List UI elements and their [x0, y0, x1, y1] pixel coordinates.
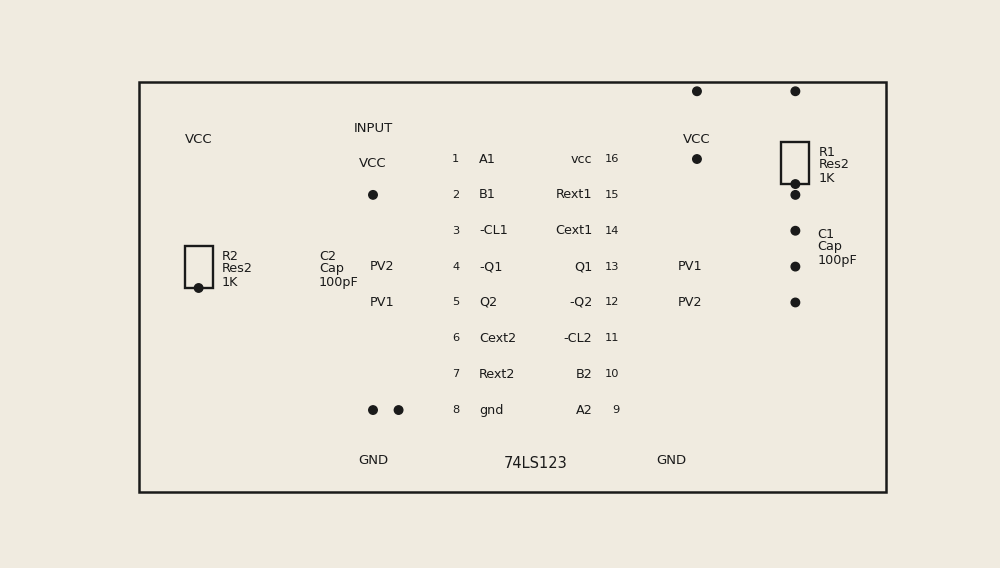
Text: 1K: 1K	[222, 275, 238, 289]
Text: B1: B1	[479, 189, 496, 202]
Text: R2: R2	[222, 249, 239, 262]
Text: -CL2: -CL2	[564, 332, 592, 345]
Text: A2: A2	[576, 403, 592, 416]
Text: Res2: Res2	[222, 262, 253, 275]
Circle shape	[394, 406, 403, 414]
Bar	[439, 127, 633, 442]
Text: A1: A1	[479, 153, 496, 165]
Circle shape	[791, 87, 800, 95]
Text: C1: C1	[817, 228, 834, 241]
Text: 2: 2	[452, 190, 459, 200]
Text: Cext2: Cext2	[479, 332, 516, 345]
Circle shape	[194, 284, 203, 292]
Text: PV2: PV2	[678, 296, 702, 309]
Text: 4: 4	[452, 262, 459, 272]
Text: VCC: VCC	[683, 133, 711, 147]
Circle shape	[791, 191, 800, 199]
Text: 14: 14	[605, 225, 619, 236]
Text: 74LS123: 74LS123	[504, 457, 568, 471]
Text: B2: B2	[576, 367, 592, 381]
Text: INPUT: INPUT	[353, 122, 393, 135]
Text: 11: 11	[605, 333, 619, 343]
Text: Q1: Q1	[574, 260, 592, 273]
Circle shape	[791, 180, 800, 188]
Bar	[781, 141, 809, 184]
Text: VCC: VCC	[185, 133, 212, 147]
Text: 5: 5	[452, 298, 459, 307]
Text: PV1: PV1	[369, 296, 394, 309]
Text: R1: R1	[819, 145, 836, 158]
Text: 1: 1	[452, 154, 459, 164]
Text: -Q1: -Q1	[479, 260, 503, 273]
Text: 100pF: 100pF	[817, 254, 857, 267]
Text: 3: 3	[452, 225, 459, 236]
Text: 1K: 1K	[819, 172, 835, 185]
Text: 10: 10	[605, 369, 619, 379]
Text: 15: 15	[605, 190, 619, 200]
Text: gnd: gnd	[479, 403, 504, 416]
Text: Cap: Cap	[817, 240, 842, 253]
Text: Cext1: Cext1	[555, 224, 592, 237]
Text: 8: 8	[452, 405, 459, 415]
Circle shape	[791, 227, 800, 235]
Text: PV1: PV1	[678, 260, 702, 273]
Text: GND: GND	[358, 454, 388, 467]
Text: Rext2: Rext2	[479, 367, 516, 381]
Circle shape	[693, 155, 701, 163]
Bar	[185, 245, 213, 288]
Text: 9: 9	[612, 405, 619, 415]
Text: Rext1: Rext1	[556, 189, 592, 202]
Text: Cap: Cap	[319, 262, 344, 275]
Text: 7: 7	[452, 369, 459, 379]
Circle shape	[791, 298, 800, 307]
Text: 16: 16	[605, 154, 619, 164]
Text: -Q2: -Q2	[569, 296, 592, 309]
Text: -CL1: -CL1	[479, 224, 508, 237]
Text: 12: 12	[605, 298, 619, 307]
Text: 100pF: 100pF	[319, 275, 358, 289]
Text: C2: C2	[319, 249, 336, 262]
Text: Q2: Q2	[479, 296, 497, 309]
Circle shape	[693, 87, 701, 95]
Text: Res2: Res2	[819, 158, 850, 171]
Text: GND: GND	[656, 454, 686, 467]
Text: PV2: PV2	[369, 260, 394, 273]
Circle shape	[369, 406, 377, 414]
Text: vcc: vcc	[571, 153, 592, 165]
Circle shape	[369, 191, 377, 199]
Text: 13: 13	[605, 262, 619, 272]
Text: 6: 6	[452, 333, 459, 343]
Circle shape	[791, 262, 800, 271]
Text: VCC: VCC	[359, 157, 387, 170]
